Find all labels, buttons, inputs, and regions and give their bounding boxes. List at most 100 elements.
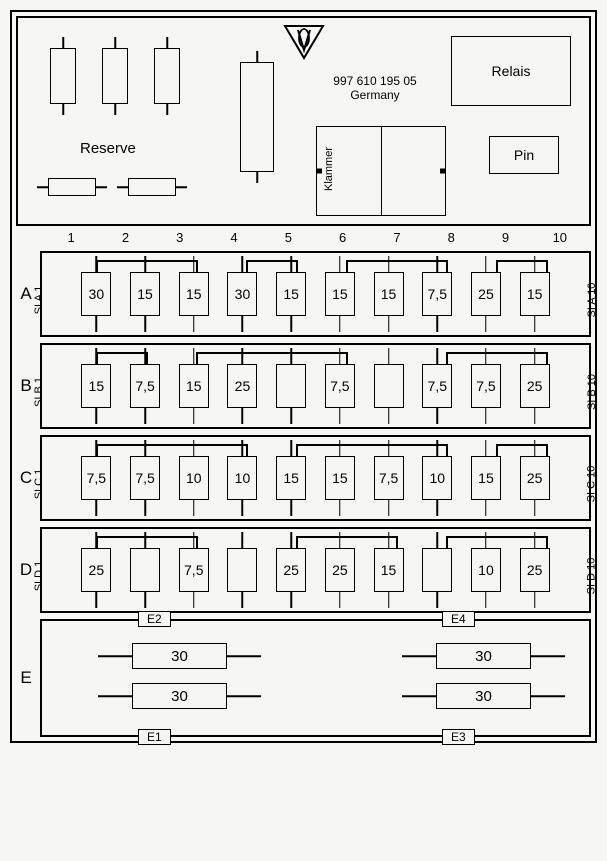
fuse-slot: 15	[267, 272, 316, 316]
col-number: 9	[478, 230, 532, 245]
bridge-lines	[72, 531, 572, 549]
fuse-slot: 25	[72, 548, 121, 592]
side-label-right: SI D 10	[586, 558, 598, 595]
pin-label: Pin	[514, 147, 534, 163]
fuse-slot: 15	[364, 272, 413, 316]
reserve-fuse-3	[154, 48, 180, 104]
col-number: 3	[153, 230, 207, 245]
fuse-slot: 10	[169, 456, 218, 500]
fuse-slot: 25	[316, 548, 365, 592]
bridge-lines	[72, 347, 572, 365]
side-label-right: SI C 10	[586, 466, 598, 503]
col-number: 5	[261, 230, 315, 245]
fuse: 15	[325, 272, 355, 316]
fuse-slot: 15	[169, 364, 218, 408]
fuse: 7,5	[374, 456, 404, 500]
fuse-row-d: DSI D 1SI D 10257,52525151025	[16, 527, 591, 613]
fuse-slot	[413, 548, 462, 592]
e1-label: E1	[138, 729, 171, 745]
fuse-slot: 25	[510, 364, 559, 408]
e-fuse-bot-right: 30	[436, 683, 531, 709]
fuse-slot: 7,5	[121, 456, 170, 500]
reserve-fuse-1	[50, 48, 76, 104]
side-label-left: SI B 1	[33, 377, 45, 407]
fuse: 15	[179, 364, 209, 408]
fuse-slot: 15	[316, 272, 365, 316]
relais-box: Relais	[451, 36, 571, 106]
fuse: 15	[276, 272, 306, 316]
fuse: 15	[130, 272, 160, 316]
side-label-right: SI B 10	[586, 374, 598, 410]
fuse-slot: 25	[510, 456, 559, 500]
fuse: 25	[520, 548, 550, 592]
column-numbers: 12345678910	[16, 230, 591, 245]
fuse: 7,5	[422, 364, 452, 408]
fuse: 15	[374, 548, 404, 592]
fuse: 15	[276, 456, 306, 500]
klammer-box: Klammer	[316, 126, 446, 216]
pin-box: Pin	[489, 136, 559, 174]
fuse: 25	[325, 548, 355, 592]
fuse: 30	[81, 272, 111, 316]
fuse-slot: 10	[462, 548, 511, 592]
fuse-slot: 15	[72, 364, 121, 408]
fuse-slot: 15	[316, 456, 365, 500]
vd-logo	[283, 24, 325, 65]
fuse: 15	[471, 456, 501, 500]
e2-label: E2	[138, 611, 171, 627]
row-e-wrap: E E2 E4 30 30 30 30 E1 E3	[16, 619, 591, 737]
bridge-lines	[72, 439, 572, 457]
fuse: 25	[471, 272, 501, 316]
fuse-slot: 25	[218, 364, 267, 408]
fuse: 10	[471, 548, 501, 592]
fuse	[276, 364, 306, 408]
fuse-slot	[121, 548, 170, 592]
col-number: 4	[207, 230, 261, 245]
fuse-row-b: BSI B 1SI B 10157,515257,57,57,525	[16, 343, 591, 429]
top-panel: Reserve 997 610 195 05 Germany Klammer R…	[16, 16, 591, 226]
reserve-hfuse-2	[128, 178, 176, 196]
col-number: 10	[533, 230, 587, 245]
fuse-slot: 15	[121, 272, 170, 316]
fuse	[130, 548, 160, 592]
fuse-row-box: SI D 1SI D 10257,52525151025	[40, 527, 591, 613]
fuse-slot: 7,5	[169, 548, 218, 592]
fuse: 7,5	[81, 456, 111, 500]
reserve-fuse-2	[102, 48, 128, 104]
fuse: 7,5	[325, 364, 355, 408]
col-number: 1	[44, 230, 98, 245]
col-number: 8	[424, 230, 478, 245]
fuse: 7,5	[179, 548, 209, 592]
fuse: 25	[276, 548, 306, 592]
fuse-slot: 15	[462, 456, 511, 500]
relais-label: Relais	[492, 63, 531, 79]
fuse-slot: 30	[218, 272, 267, 316]
fuse-slot: 30	[72, 272, 121, 316]
fuse-slot: 7,5	[413, 364, 462, 408]
fuse-slot: 7,5	[364, 456, 413, 500]
col-number: 7	[370, 230, 424, 245]
fuse-slot: 25	[510, 548, 559, 592]
country-text: Germany	[310, 88, 440, 102]
fuse: 25	[520, 456, 550, 500]
fuse-slot: 10	[218, 456, 267, 500]
fuse: 25	[227, 364, 257, 408]
fuse-slot	[364, 364, 413, 408]
fuse-slot: 7,5	[413, 272, 462, 316]
fuse-row-box: SI C 1SI C 107,57,5101015157,5101525	[40, 435, 591, 521]
side-label-left: SI D 1	[33, 561, 45, 592]
fuse: 10	[227, 456, 257, 500]
fuse: 15	[374, 272, 404, 316]
side-label-right: SI A 10	[586, 283, 598, 318]
fuse-slot: 15	[510, 272, 559, 316]
e3-label: E3	[442, 729, 475, 745]
fuse: 15	[179, 272, 209, 316]
fuse	[422, 548, 452, 592]
fuse: 7,5	[422, 272, 452, 316]
fuse: 10	[179, 456, 209, 500]
fuse: 7,5	[471, 364, 501, 408]
fuse-row-box: SI A 1SI A 10301515301515157,52515	[40, 251, 591, 337]
fuse-slot: 10	[413, 456, 462, 500]
reserve-hfuse-1	[48, 178, 96, 196]
e4-label: E4	[442, 611, 475, 627]
